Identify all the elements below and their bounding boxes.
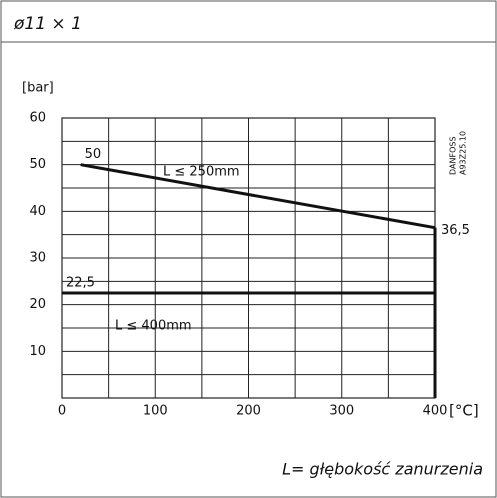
code-line: A93Z25.10 xyxy=(459,131,468,175)
x-tick-label: 0 xyxy=(58,404,66,419)
y-tick-label: 20 xyxy=(29,297,46,312)
data-label: 50 xyxy=(85,147,102,162)
footer: L= głębokość zanurzenia xyxy=(282,460,483,479)
x-tick-label: 200 xyxy=(236,404,261,419)
line xyxy=(80,163,436,230)
y-tick-label: 50 xyxy=(29,157,46,172)
y-tick-label: 30 xyxy=(29,251,46,266)
data-label: 36,5 xyxy=(441,223,470,238)
code-line: DANFOSS xyxy=(449,136,458,175)
y-tick-label: 10 xyxy=(29,344,46,359)
y-axis-label: [bar] xyxy=(22,81,54,96)
x-axis-label: [°C] xyxy=(449,402,479,420)
x-tick-label: 400 xyxy=(423,404,448,419)
header: ø11 × 1 xyxy=(13,14,82,34)
x-tick-label: 300 xyxy=(329,404,354,419)
data-label: 22,5 xyxy=(66,276,95,291)
y-tick-label: 40 xyxy=(29,204,46,219)
series-label: L ≤ 400mm xyxy=(115,319,192,334)
series-label: L ≤ 250mm xyxy=(163,165,240,180)
x-tick-label: 100 xyxy=(143,404,168,419)
y-tick-label: 60 xyxy=(29,111,46,126)
